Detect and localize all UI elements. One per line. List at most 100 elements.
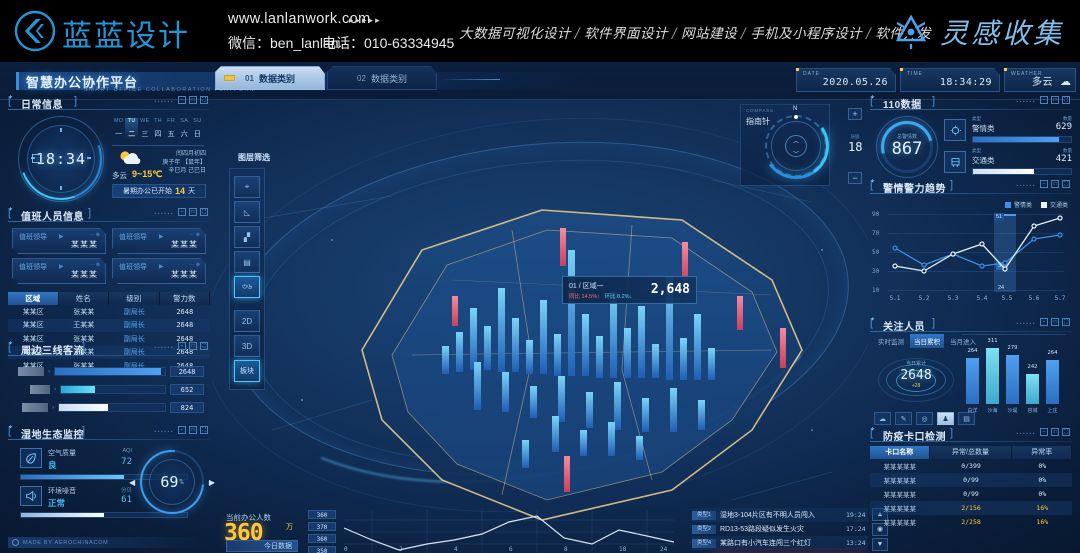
kpi-police-alarms[interactable]: 类型 警情类 数量 629 › (944, 116, 1072, 146)
panel-controls[interactable]: − □ ⛶ (178, 208, 208, 216)
column-header-rate[interactable]: 异常率 (1012, 446, 1072, 459)
segment-daily[interactable]: 当日累积 (910, 334, 944, 348)
scroll-up-icon[interactable]: ▲ (872, 508, 888, 521)
column-header-abnormal[interactable]: 异常/总数量 (929, 446, 1013, 459)
minimize-icon[interactable]: − (1040, 318, 1048, 326)
segment-realtime[interactable]: 实时监测 (878, 339, 904, 346)
close-icon[interactable]: ⋯ ⊗ (189, 232, 200, 238)
zoom-control[interactable]: + 层级 18 − (848, 108, 862, 188)
table-row[interactable]: 某某某某某 2/258 16% (870, 515, 1072, 529)
maximize-icon[interactable]: □ (189, 96, 197, 104)
table-row[interactable]: 某某区 张某某 副局长 2648 (8, 359, 210, 373)
zoom-out-button[interactable]: − (848, 172, 862, 184)
people-icon[interactable]: ৩৬ (234, 276, 260, 298)
maximize-icon[interactable]: □ (1051, 96, 1059, 104)
maximize-icon[interactable]: □ (189, 208, 197, 216)
table-row[interactable]: 某某区 张某某 副局长 2648 (8, 305, 210, 319)
view-block-button[interactable]: 板块 (234, 360, 260, 382)
weekday-th[interactable]: TH 四 (151, 118, 164, 139)
maximize-icon[interactable]: □ (1051, 180, 1059, 188)
expand-icon[interactable]: ⛶ (200, 96, 208, 104)
trend-chart[interactable]: 90 70 50 30 10 51 30 24 (872, 211, 1065, 302)
duty-card[interactable]: 值班领导 ▶ ⋯ ⊗ 某某某 (112, 228, 206, 254)
view-2d-button[interactable]: 2D (234, 310, 260, 332)
column-header-force[interactable]: 警力数 (159, 292, 210, 305)
cloud-icon[interactable]: ☁ (874, 412, 891, 425)
minimize-icon[interactable]: − (178, 426, 186, 434)
table-row[interactable]: 某某某某某 0/399 0% (870, 459, 1072, 473)
column-header-name[interactable]: 姓名 (58, 292, 109, 305)
bar-item[interactable]: 264 上庄 (1046, 350, 1059, 414)
bar-item[interactable]: 311 沙海 (986, 338, 999, 414)
kpi-traffic-alarms[interactable]: 类型 交通类 数量 421 › (944, 148, 1072, 178)
column-header-level[interactable]: 级别 (109, 292, 160, 305)
panel-controls[interactable]: − □ ⛶ (1040, 318, 1070, 326)
map-canvas[interactable]: 图层筛选 ⌖ ◺ ▞ ▤ ৩৬ 2D 3D 板块 COMPASS 指南针 N (212, 100, 868, 553)
scroll-down-icon[interactable]: ▼ (872, 538, 888, 551)
person-icon[interactable]: ♟ (937, 412, 954, 425)
compass-up-arrow-icon[interactable]: ︿ (793, 139, 800, 145)
expand-icon[interactable]: ⛶ (200, 208, 208, 216)
segment-monthly[interactable]: 当月进入 (950, 339, 976, 346)
expand-icon[interactable]: ⛶ (1062, 180, 1070, 188)
minimize-icon[interactable]: − (1040, 428, 1048, 436)
maximize-icon[interactable]: □ (1051, 318, 1059, 326)
table-row[interactable]: 某某某某某 2/156 16% (870, 501, 1072, 515)
alert-item[interactable]: 类型2 RD13-53路段疑似发生火灾 17:24 (692, 522, 868, 536)
flow-row[interactable]: › 652 (30, 384, 204, 395)
table-row[interactable]: 某某区 张某某 副局长 2648 (8, 332, 210, 346)
focus-segment-control[interactable]: 实时监测 当日累积 当月进入 (874, 334, 980, 348)
weekday-tu[interactable]: TU 二 (125, 118, 139, 139)
layers-icon[interactable]: ▤ (958, 412, 975, 425)
panel-controls[interactable]: − □ ⛶ (1040, 180, 1070, 188)
weekday-sa[interactable]: SA 六 (178, 118, 191, 139)
tab-data-category-01[interactable]: 01 数据类别 (215, 66, 325, 90)
close-icon[interactable]: ⋯ ⊗ (89, 262, 100, 268)
maximize-icon[interactable]: □ (189, 342, 197, 350)
panel-controls[interactable]: − □ ⛶ (178, 426, 208, 434)
minimize-icon[interactable]: − (1040, 180, 1048, 188)
compass-down-arrow-icon[interactable]: ﹀ (793, 152, 800, 158)
close-icon[interactable]: ⋯ ⊗ (189, 262, 200, 268)
maximize-icon[interactable]: □ (1051, 428, 1059, 436)
maximize-icon[interactable]: □ (189, 426, 197, 434)
bar-item[interactable]: 264 白洋 (966, 348, 979, 414)
compass-widget[interactable]: COMPASS 指南针 N ︿ ﹀ (740, 104, 835, 186)
target-icon[interactable]: ◎ (916, 412, 933, 425)
weekday-su[interactable]: SU 日 (191, 118, 204, 139)
position-icon[interactable]: ⌖ (234, 176, 260, 198)
minimize-icon[interactable]: − (178, 208, 186, 216)
expand-icon[interactable]: ⛶ (1062, 428, 1070, 436)
panel-controls[interactable]: − □ ⛶ (1040, 96, 1070, 104)
panel-controls[interactable]: − □ ⛶ (178, 342, 208, 350)
column-header-area[interactable]: 区域 (8, 292, 59, 305)
focus-tool-row[interactable]: ☁ ✎ ◎ ♟ ▤ (874, 412, 975, 425)
expand-icon[interactable]: ⛶ (1062, 318, 1070, 326)
close-icon[interactable]: ⋯ ⊗ (89, 232, 100, 238)
weekday-fr[interactable]: FR 五 (165, 118, 178, 139)
focus-bar-chart[interactable]: 264 白洋 311 沙海 279 沙堤 24 (962, 334, 1066, 414)
weekday-we[interactable]: WE 三 (138, 118, 151, 139)
table-row[interactable]: 某某某某某 0/99 0% (870, 473, 1072, 487)
zoom-in-button[interactable]: + (848, 108, 862, 120)
flow-row[interactable]: › 2648 (18, 366, 204, 377)
weekday-mo[interactable]: MO 一 (112, 118, 125, 139)
table-row[interactable]: 某某区 王某某 副局长 2648 (8, 318, 210, 332)
bar-item[interactable]: 242 容城 (1026, 364, 1039, 414)
panel-controls[interactable]: − □ ⛶ (178, 96, 208, 104)
minimize-icon[interactable]: − (1040, 96, 1048, 104)
bar-item[interactable]: 279 沙堤 (1006, 345, 1019, 414)
duty-card[interactable]: 值班领导 ▶ ⋯ ⊗ 某某某 (12, 228, 106, 254)
edit-icon[interactable]: ✎ (895, 412, 912, 425)
expand-icon[interactable]: ⛶ (1062, 96, 1070, 104)
alert-item[interactable]: 类型1 湿地3-104片区有不明人员闯入 19:24 (692, 508, 868, 522)
table-row[interactable]: 某某某某某 0/99 0% (870, 487, 1072, 501)
flow-row[interactable]: › 824 (22, 402, 204, 413)
minimize-icon[interactable]: − (178, 342, 186, 350)
alert-item[interactable]: 类型4 某路口有小汽车连闯三个红灯 13:24 (692, 536, 868, 550)
duty-card[interactable]: 值班领导 ▶ ⋯ ⊗ 某某某 (112, 258, 206, 284)
column-header-checkpoint[interactable]: 卡口名称 (870, 446, 930, 459)
signal-icon[interactable]: ◺ (234, 201, 260, 223)
grid-icon[interactable]: ▞ (234, 226, 260, 248)
tab-data-category-02[interactable]: 02 数据类别 (327, 66, 437, 90)
